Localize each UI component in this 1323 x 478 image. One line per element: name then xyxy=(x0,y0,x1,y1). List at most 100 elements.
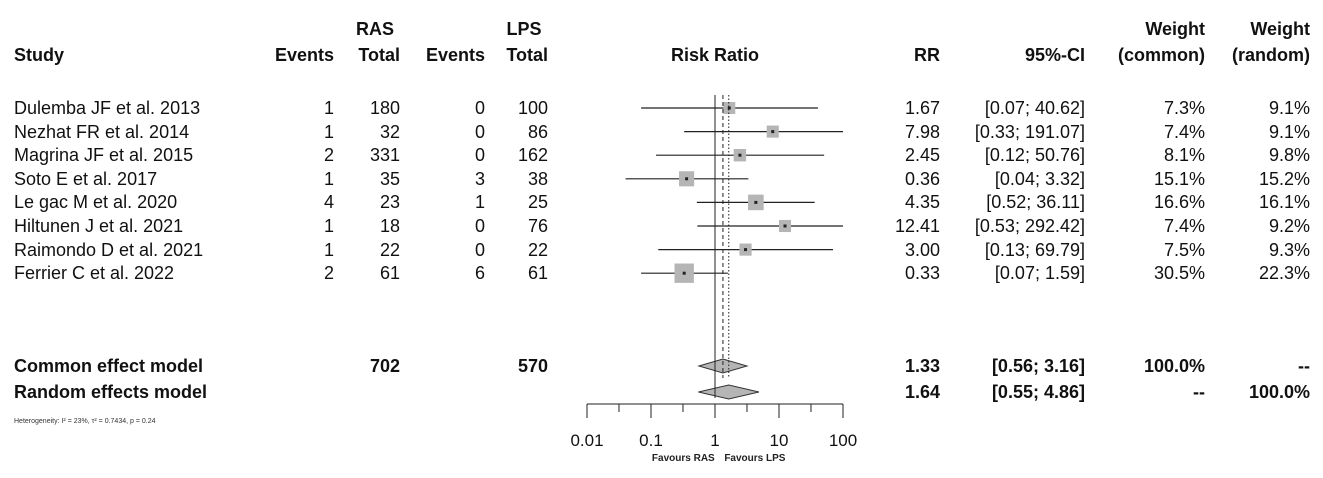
weight-common: 30.5% xyxy=(1153,263,1205,284)
rr-value: 1.67 xyxy=(904,98,940,118)
study-name: Le gac M et al. 2020 xyxy=(14,192,178,213)
ci-value: [0.13; 69.79] xyxy=(984,239,1085,260)
rr-value: 0.33 xyxy=(904,263,940,284)
ras-events: 1 xyxy=(323,239,334,260)
lps-total: 61 xyxy=(527,263,548,284)
weight-random: 22.3% xyxy=(1258,263,1310,284)
ras-total: 32 xyxy=(379,121,400,142)
weight-random: 9.1% xyxy=(1268,98,1310,118)
favours-left-label: Favours RAS xyxy=(652,453,715,464)
lps-events: 0 xyxy=(474,121,485,142)
summary-weight-random: -- xyxy=(1298,356,1310,376)
header-random: (random) xyxy=(1232,45,1310,65)
lps-total: 100 xyxy=(517,98,548,118)
rr-value: 12.41 xyxy=(894,216,940,236)
lps-total: 25 xyxy=(527,192,548,213)
ras-events: 2 xyxy=(323,145,334,166)
header-rr: RR xyxy=(914,45,940,65)
point-estimate xyxy=(727,106,731,110)
header-weight-common: Weight xyxy=(1145,19,1205,39)
weight-common: 7.4% xyxy=(1163,121,1205,142)
header-lps-group: LPS xyxy=(506,19,542,39)
weight-common: 7.5% xyxy=(1163,239,1205,260)
header-ci: 95%-CI xyxy=(1024,45,1085,65)
lps-events: 3 xyxy=(474,168,485,189)
ras-total: 23 xyxy=(379,192,400,213)
lps-total: 86 xyxy=(527,121,548,142)
study-name: Raimondo D et al. 2021 xyxy=(14,239,204,260)
ras-events: 1 xyxy=(323,168,334,189)
point-estimate xyxy=(771,130,775,134)
lps-events: 0 xyxy=(474,239,485,260)
weight-common: 7.4% xyxy=(1163,216,1205,236)
rr-value: 2.45 xyxy=(904,145,940,166)
summary-rr: 1.64 xyxy=(904,382,940,402)
header-study: Study xyxy=(14,45,65,65)
ras-total: 22 xyxy=(379,239,400,260)
heterogeneity-text: Heterogeneity: I² = 23%, τ² = 0.7434, p … xyxy=(14,418,156,425)
ci-value: [0.53; 292.42] xyxy=(974,216,1085,236)
lps-events: 0 xyxy=(474,216,485,236)
lps-total: 22 xyxy=(527,239,548,260)
ci-value: [0.12; 50.76] xyxy=(984,145,1085,166)
header-lps-events: Events xyxy=(425,45,485,65)
weight-random: 16.1% xyxy=(1258,192,1310,213)
rr-value: 0.36 xyxy=(904,168,940,189)
weight-common: 7.3% xyxy=(1163,98,1205,118)
summary-name: Random effects model xyxy=(14,382,208,402)
summary-name: Common effect model xyxy=(14,356,204,376)
header-ras-events: Events xyxy=(274,45,334,65)
x-tick-label: 10 xyxy=(770,431,789,450)
ras-total: 35 xyxy=(379,168,400,189)
ci-value: [0.07; 1.59] xyxy=(994,263,1085,284)
point-estimate xyxy=(682,271,686,275)
lps-events: 1 xyxy=(474,192,485,213)
lps-events: 0 xyxy=(474,145,485,166)
summary-rr: 1.33 xyxy=(904,356,940,376)
study-name: Ferrier C et al. 2022 xyxy=(14,263,175,284)
header-risk-ratio: Risk Ratio xyxy=(670,45,760,65)
weight-random: 9.8% xyxy=(1268,145,1310,166)
lps-total: 162 xyxy=(517,145,548,166)
weight-random: 9.1% xyxy=(1268,121,1310,142)
rr-value: 3.00 xyxy=(904,239,940,260)
favours-right-label: Favours LPS xyxy=(724,453,785,464)
study-name: Nezhat FR et al. 2014 xyxy=(14,121,190,142)
ci-value: [0.04; 3.32] xyxy=(994,168,1085,189)
ci-value: [0.52; 36.11] xyxy=(986,192,1085,213)
lps-events: 0 xyxy=(474,98,485,118)
ras-events: 4 xyxy=(323,192,334,213)
x-tick-label: 0.01 xyxy=(570,431,603,450)
study-name: Magrina JF et al. 2015 xyxy=(14,145,194,166)
ras-events: 2 xyxy=(323,263,334,284)
summary-ci: [0.55; 4.86] xyxy=(991,382,1085,402)
x-tick-label: 100 xyxy=(829,431,857,450)
lps-total: 76 xyxy=(527,216,548,236)
weight-common: 15.1% xyxy=(1153,168,1205,189)
summary-diamond xyxy=(698,384,760,400)
rr-value: 7.98 xyxy=(904,121,940,142)
ras-total: 331 xyxy=(369,145,400,166)
summary-ras-total: 702 xyxy=(369,356,400,376)
lps-events: 6 xyxy=(474,263,485,284)
x-tick-label: 1 xyxy=(710,431,719,450)
point-estimate xyxy=(685,177,689,181)
rr-value: 4.35 xyxy=(904,192,940,213)
point-estimate xyxy=(738,153,742,157)
ras-total: 18 xyxy=(379,216,400,236)
point-estimate xyxy=(744,248,748,252)
ci-value: [0.33; 191.07] xyxy=(974,121,1085,142)
ci-value: [0.07; 40.62] xyxy=(984,98,1085,118)
ras-total: 61 xyxy=(379,263,400,284)
summary-weight-common: -- xyxy=(1193,382,1205,402)
summary-weight-random: 100.0% xyxy=(1248,382,1310,402)
point-estimate xyxy=(783,224,787,228)
ras-events: 1 xyxy=(323,216,334,236)
header-ras-group: RAS xyxy=(355,19,394,39)
summary-weight-common: 100.0% xyxy=(1143,356,1205,376)
study-name: Soto E et al. 2017 xyxy=(14,168,158,189)
header-weight-random: Weight xyxy=(1250,19,1310,39)
study-name: Dulemba JF et al. 2013 xyxy=(14,98,201,118)
header-ras-total: Total xyxy=(358,45,400,65)
